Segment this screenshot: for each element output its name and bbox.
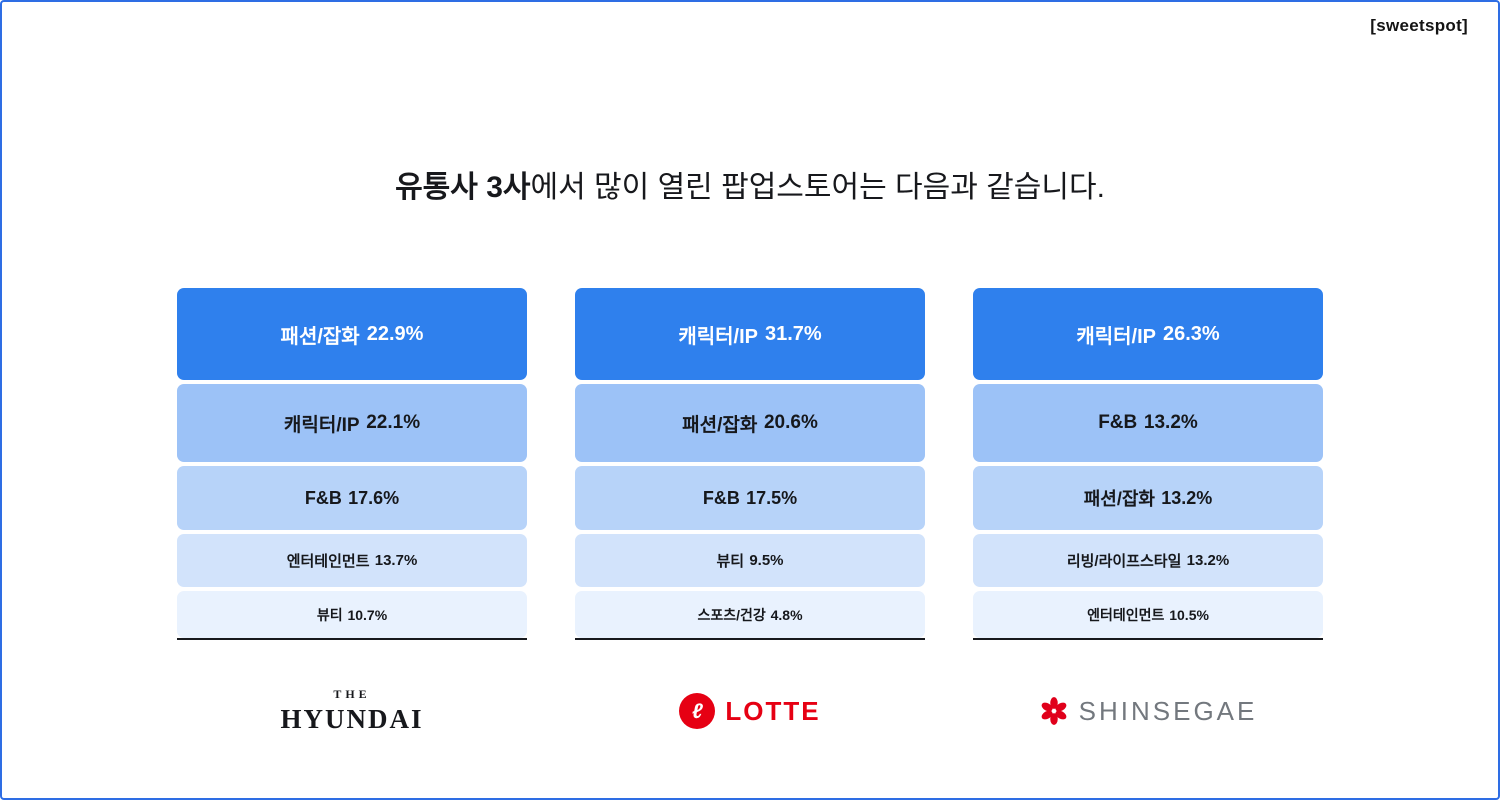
category-label: 캐릭터/IP [283, 414, 360, 436]
bar-shinsegae-rank4: 리빙/라이프스타일 13.2% [973, 534, 1323, 587]
bar-stack-lotte: 캐릭터/IP 31.7% 패션/잡화 20.6% F&B 17.5% 뷰티 9.… [575, 288, 925, 640]
category-value: 4.8% [770, 606, 803, 623]
category-label: 뷰티 [716, 553, 745, 570]
category-value: 13.7% [374, 552, 418, 569]
bar-hyundai-rank3: F&B 17.6% [177, 466, 527, 530]
category-value: 9.5% [749, 552, 784, 569]
bar-stack-shinsegae: 캐릭터/IP 26.3% F&B 13.2% 패션/잡화 13.2% 리빙/라이… [973, 288, 1323, 640]
category-label: 캐릭터/IP [678, 325, 758, 348]
bar-lotte-rank4: 뷰티 9.5% [575, 534, 925, 587]
category-label: 뷰티 [316, 606, 343, 623]
page-title-rest: 에서 많이 열린 팝업스토어는 다음과 같습니다. [530, 171, 1105, 204]
shinsegae-wordmark: SHINSEGAE [1078, 695, 1258, 726]
category-value: 31.7% [764, 322, 822, 345]
lotte-wordmark: LOTTE [725, 695, 821, 726]
retailer-column-shinsegae: 캐릭터/IP 26.3% F&B 13.2% 패션/잡화 13.2% 리빙/라이… [973, 288, 1323, 742]
category-value: 20.6% [763, 412, 818, 433]
bar-hyundai-rank1: 패션/잡화 22.9% [177, 288, 527, 380]
bar-lotte-rank3: F&B 17.5% [575, 466, 925, 530]
category-value: 17.6% [348, 487, 400, 508]
bar-hyundai-rank5: 뷰티 10.7% [177, 591, 527, 638]
category-value: 10.7% [347, 606, 388, 623]
category-value: 26.3% [1162, 322, 1220, 345]
bar-stack-hyundai: 패션/잡화 22.9% 캐릭터/IP 22.1% F&B 17.6% 엔터테인먼… [177, 288, 527, 640]
lotte-l-glyph: ℓ [691, 699, 703, 723]
category-value: 13.2% [1143, 412, 1198, 433]
bar-lotte-rank5: 스포츠/건강 4.8% [575, 591, 925, 638]
bar-lotte-rank2: 패션/잡화 20.6% [575, 384, 925, 462]
retailer-column-lotte: 캐릭터/IP 31.7% 패션/잡화 20.6% F&B 17.5% 뷰티 9.… [575, 288, 925, 742]
category-value: 17.5% [746, 487, 798, 508]
bar-lotte-rank1: 캐릭터/IP 31.7% [575, 288, 925, 380]
category-label: 패션/잡화 [1083, 489, 1155, 509]
category-label: 리빙/라이프스타일 [1066, 553, 1182, 570]
category-value: 13.2% [1161, 487, 1213, 508]
bar-shinsegae-rank5: 엔터테인먼트 10.5% [973, 591, 1323, 638]
category-value: 22.1% [366, 412, 421, 433]
category-value: 22.9% [366, 322, 424, 345]
bar-hyundai-rank2: 캐릭터/IP 22.1% [177, 384, 527, 462]
hyundai-the-text: THE [333, 687, 371, 701]
page-title-bold: 유통사 3사 [395, 171, 531, 204]
category-label: F&B [304, 487, 342, 508]
category-label: 캐릭터/IP [1076, 325, 1156, 348]
category-label: F&B [702, 487, 740, 508]
category-label: 스포츠/건강 [697, 606, 766, 623]
category-label: 엔터테인먼트 [286, 553, 370, 570]
category-label: 패션/잡화 [682, 414, 758, 436]
category-label: 엔터테인먼트 [1087, 606, 1165, 623]
sweetspot-logo: [sweetspot] [1370, 16, 1468, 35]
hyundai-wordmark: HYUNDAI [280, 704, 424, 734]
category-label: 패션/잡화 [280, 325, 360, 348]
retailer-column-hyundai: 패션/잡화 22.9% 캐릭터/IP 22.1% F&B 17.6% 엔터테인먼… [177, 288, 527, 742]
page-title: 유통사 3사에서 많이 열린 팝업스토어는 다음과 같습니다. [2, 170, 1498, 206]
lotte-circle-icon: ℓ [679, 693, 716, 729]
bar-hyundai-rank4: 엔터테인먼트 13.7% [177, 534, 527, 587]
bar-shinsegae-rank2: F&B 13.2% [973, 384, 1323, 462]
category-value: 10.5% [1169, 606, 1209, 623]
shinsegae-flower-icon [1039, 696, 1069, 726]
logo-lotte: ℓ LOTTE [575, 680, 925, 742]
bar-shinsegae-rank1: 캐릭터/IP 26.3% [973, 288, 1323, 380]
category-value: 13.2% [1186, 552, 1230, 569]
chart-columns: 패션/잡화 22.9% 캐릭터/IP 22.1% F&B 17.6% 엔터테인먼… [2, 288, 1498, 742]
category-label: F&B [1098, 412, 1138, 433]
bar-shinsegae-rank3: 패션/잡화 13.2% [973, 466, 1323, 530]
logo-shinsegae: SHINSEGAE [973, 680, 1323, 742]
logo-the-hyundai: THE HYUNDAI [177, 680, 527, 742]
